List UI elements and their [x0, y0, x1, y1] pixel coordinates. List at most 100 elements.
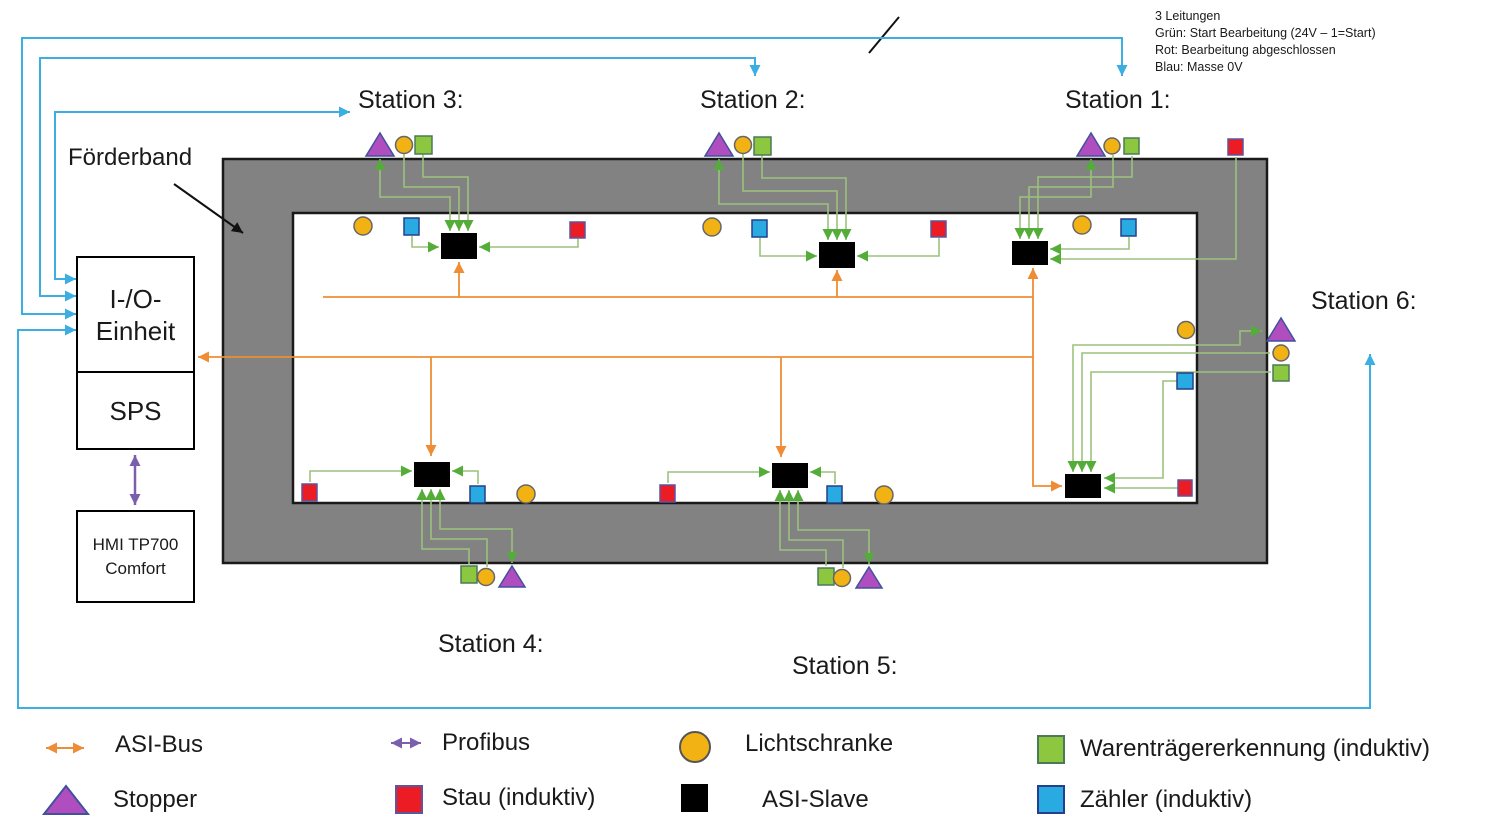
- note-line-4: Blau: Masse 0V: [1155, 60, 1243, 74]
- s4-stau-icon: [301, 483, 318, 502]
- legend-stau-icon: [395, 785, 423, 814]
- asi-bus-lines: [198, 262, 1062, 492]
- station-5-icons: [659, 484, 894, 589]
- s3-stau-icon: [569, 221, 586, 239]
- s5-lichtschranke-icon: [832, 568, 852, 588]
- station-2-label: Station 2:: [700, 86, 806, 114]
- station-6-icons: [1176, 316, 1297, 497]
- s1-lichtschranke-icon: [1103, 137, 1121, 155]
- legend-warentraeger-label: Warenträgererkennung (induktiv): [1080, 735, 1430, 762]
- io-label-line1: I-/O-: [109, 283, 162, 314]
- asi-slave-station-6: [1065, 474, 1101, 498]
- s4-wire-stopper: [434, 489, 518, 563]
- s2-zaehler-icon: [751, 219, 768, 238]
- s3-wire-warentraeger: [422, 153, 474, 231]
- s2-stopper-icon: [703, 131, 735, 157]
- s1-wire-lichtschranke: [1023, 155, 1114, 239]
- io-sps-box: I-/O- Einheit SPS: [76, 256, 195, 450]
- s5-stau-icon: [659, 484, 676, 503]
- note-line-1: 3 Leitungen: [1155, 9, 1221, 23]
- legend-zaehler-icon: [1037, 785, 1065, 814]
- s2-wire-zaehler: [759, 238, 817, 262]
- asi-slave-station-1: [1012, 241, 1048, 265]
- blue-line-station-1: [21, 37, 1128, 320]
- io-signal-lines: [17, 37, 1376, 709]
- sensor-wiring: [309, 153, 1271, 568]
- station-2-icons: [702, 131, 947, 238]
- station-1-icons: [1072, 131, 1244, 237]
- s4-wire-zaehler: [452, 465, 479, 484]
- conveyor-band: [221, 157, 1269, 565]
- legend-warentraeger-icon: [1037, 735, 1065, 764]
- legend-lichtschranke-label: Lichtschranke: [745, 730, 894, 757]
- s1-stopper-icon: [1075, 131, 1107, 157]
- s1-wire-stopper: [1014, 159, 1097, 239]
- s2-wire-stau: [857, 238, 940, 262]
- asi-slave-station-4: [414, 462, 450, 487]
- s5-zaehler-icon: [826, 485, 843, 504]
- s4-lichtschranke-icon: [476, 567, 496, 587]
- station-6-label: Station 6:: [1311, 287, 1417, 315]
- asi-slave-station-3: [441, 233, 477, 259]
- s4-wire-stau: [309, 465, 412, 482]
- s5-warentraeger-icon: [817, 567, 835, 586]
- s6-stopper-icon: [1265, 316, 1297, 342]
- station-3-icons: [353, 131, 586, 239]
- s3-warentraeger-icon: [414, 135, 433, 155]
- s4-zaehler-icon: [469, 485, 486, 504]
- blue-line-station-3: [54, 106, 350, 285]
- legend-lichtschranke-icon: [679, 731, 711, 763]
- asi-slave-station-2: [819, 242, 855, 268]
- s2-wire-stopper: [713, 159, 834, 240]
- station-1-label: Station 1:: [1065, 86, 1171, 114]
- s4-lichtschranke-inner-icon: [516, 484, 536, 504]
- conveyor-band-inner: [291, 211, 1199, 505]
- s1-warentraeger-icon: [1123, 137, 1140, 155]
- s3-stopper-icon: [364, 131, 396, 157]
- s6-warentraeger-icon: [1272, 364, 1290, 382]
- hmi-box: HMI TP700 Comfort: [76, 510, 195, 603]
- station-4-label: Station 4:: [438, 630, 544, 658]
- s1-lichtschranke-inner-icon: [1072, 215, 1092, 235]
- s5-stopper-icon: [854, 565, 884, 589]
- s2-wire-lichtschranke: [742, 154, 843, 240]
- s2-lichtschranke-inner-icon: [702, 217, 722, 237]
- io-label-line2: Einheit: [95, 315, 176, 346]
- station-3-label: Station 3:: [358, 86, 464, 114]
- legend-asi-bus-label: ASI-Bus: [115, 731, 204, 758]
- s5-wire-stopper: [792, 490, 875, 564]
- s1-wire-zaehler: [1050, 237, 1130, 255]
- s2-lichtschranke-icon: [733, 135, 753, 155]
- legend-icons: [41, 731, 1065, 815]
- s3-wire-stopper: [374, 159, 456, 231]
- asi-slaves: [414, 233, 1101, 498]
- station-4-icons: [301, 483, 536, 588]
- legend-profibus-label: Profibus: [442, 729, 531, 756]
- s6-wire-zaehler: [1104, 380, 1177, 484]
- s5-wire-stau: [667, 466, 770, 483]
- s6-lichtschranke-inner-icon: [1176, 320, 1196, 340]
- blue-line-station-2: [39, 57, 761, 302]
- asi-bus-to-station-6: [1032, 357, 1062, 492]
- s2-wire-warentraeger: [761, 155, 852, 240]
- sps-label: SPS: [109, 395, 162, 426]
- s4-stopper-icon: [497, 564, 527, 588]
- s1-wire-stau: [1050, 157, 1237, 265]
- s5-lichtschranke-inner-icon: [874, 485, 894, 505]
- s2-stau-icon: [930, 220, 947, 238]
- s1-wire-warentraeger: [1032, 156, 1133, 239]
- station-5-label: Station 5:: [792, 652, 898, 680]
- s6-stau-icon: [1177, 479, 1193, 497]
- legend-stau-label: Stau (induktiv): [442, 784, 596, 811]
- s3-zaehler-icon: [403, 217, 420, 236]
- note-line-2: Grün: Start Bearbeitung (24V – 1=Start): [1155, 26, 1376, 40]
- io-unit-section: I-/O- Einheit: [78, 258, 193, 373]
- s6-wire-lichtschranke: [1076, 352, 1270, 472]
- s6-wire-warentraeger: [1085, 371, 1271, 472]
- three-wires-slash-mark: [868, 16, 900, 54]
- s3-wire-stau: [479, 239, 579, 253]
- legend-zaehler-label: Zähler (induktiv): [1080, 786, 1253, 813]
- asi-slave-station-5: [772, 463, 808, 488]
- s3-wire-zaehler: [411, 236, 439, 253]
